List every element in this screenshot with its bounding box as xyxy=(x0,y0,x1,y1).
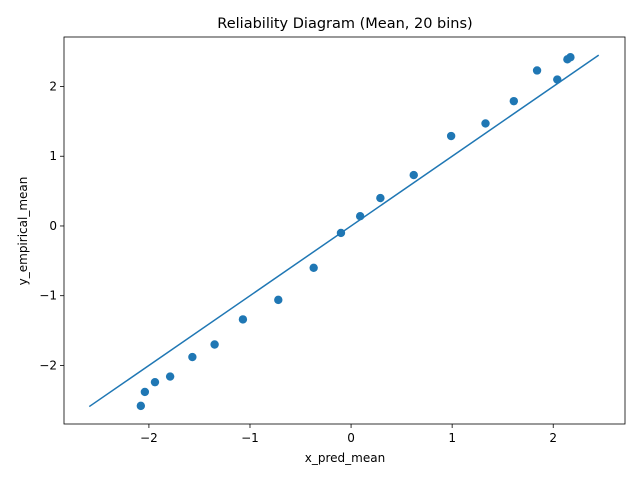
x-tick-label: 2 xyxy=(549,431,557,445)
data-point xyxy=(336,228,346,238)
x-tick-label: 0 xyxy=(347,431,355,445)
data-point xyxy=(188,352,197,362)
data-point xyxy=(274,295,283,305)
data-point xyxy=(376,193,385,203)
y-tick-label: 0 xyxy=(49,219,57,233)
data-point xyxy=(409,170,418,180)
data-point xyxy=(566,53,575,62)
data-point xyxy=(140,387,150,397)
x-tick-label: 1 xyxy=(448,431,456,445)
y-axis-label: y_empirical_mean xyxy=(16,177,30,286)
chart-title: Reliability Diagram (Mean, 20 bins) xyxy=(217,16,472,32)
data-point xyxy=(210,340,219,349)
data-point xyxy=(446,131,456,141)
data-point xyxy=(481,119,490,128)
x-axis-label: x_pred_mean xyxy=(305,451,385,465)
data-point xyxy=(309,263,318,273)
data-point xyxy=(355,212,365,221)
data-point xyxy=(150,377,160,387)
data-point xyxy=(553,75,562,84)
axes-frame xyxy=(63,36,626,425)
y-tick-label: 1 xyxy=(49,149,57,163)
x-tick-label: −1 xyxy=(241,431,259,445)
data-point xyxy=(238,315,248,324)
axes: −2 −1 0 1 2 −2 −1 0 1 2 xyxy=(39,36,626,445)
plot-area xyxy=(88,53,600,411)
y-tick-label: 2 xyxy=(49,80,57,94)
x-tick-label: −2 xyxy=(140,431,158,445)
data-point xyxy=(136,401,146,411)
y-tick-label: −2 xyxy=(39,358,57,372)
data-point xyxy=(532,66,542,75)
data-point xyxy=(165,372,175,381)
data-point xyxy=(509,96,519,106)
y-tick-label: −1 xyxy=(39,289,57,303)
